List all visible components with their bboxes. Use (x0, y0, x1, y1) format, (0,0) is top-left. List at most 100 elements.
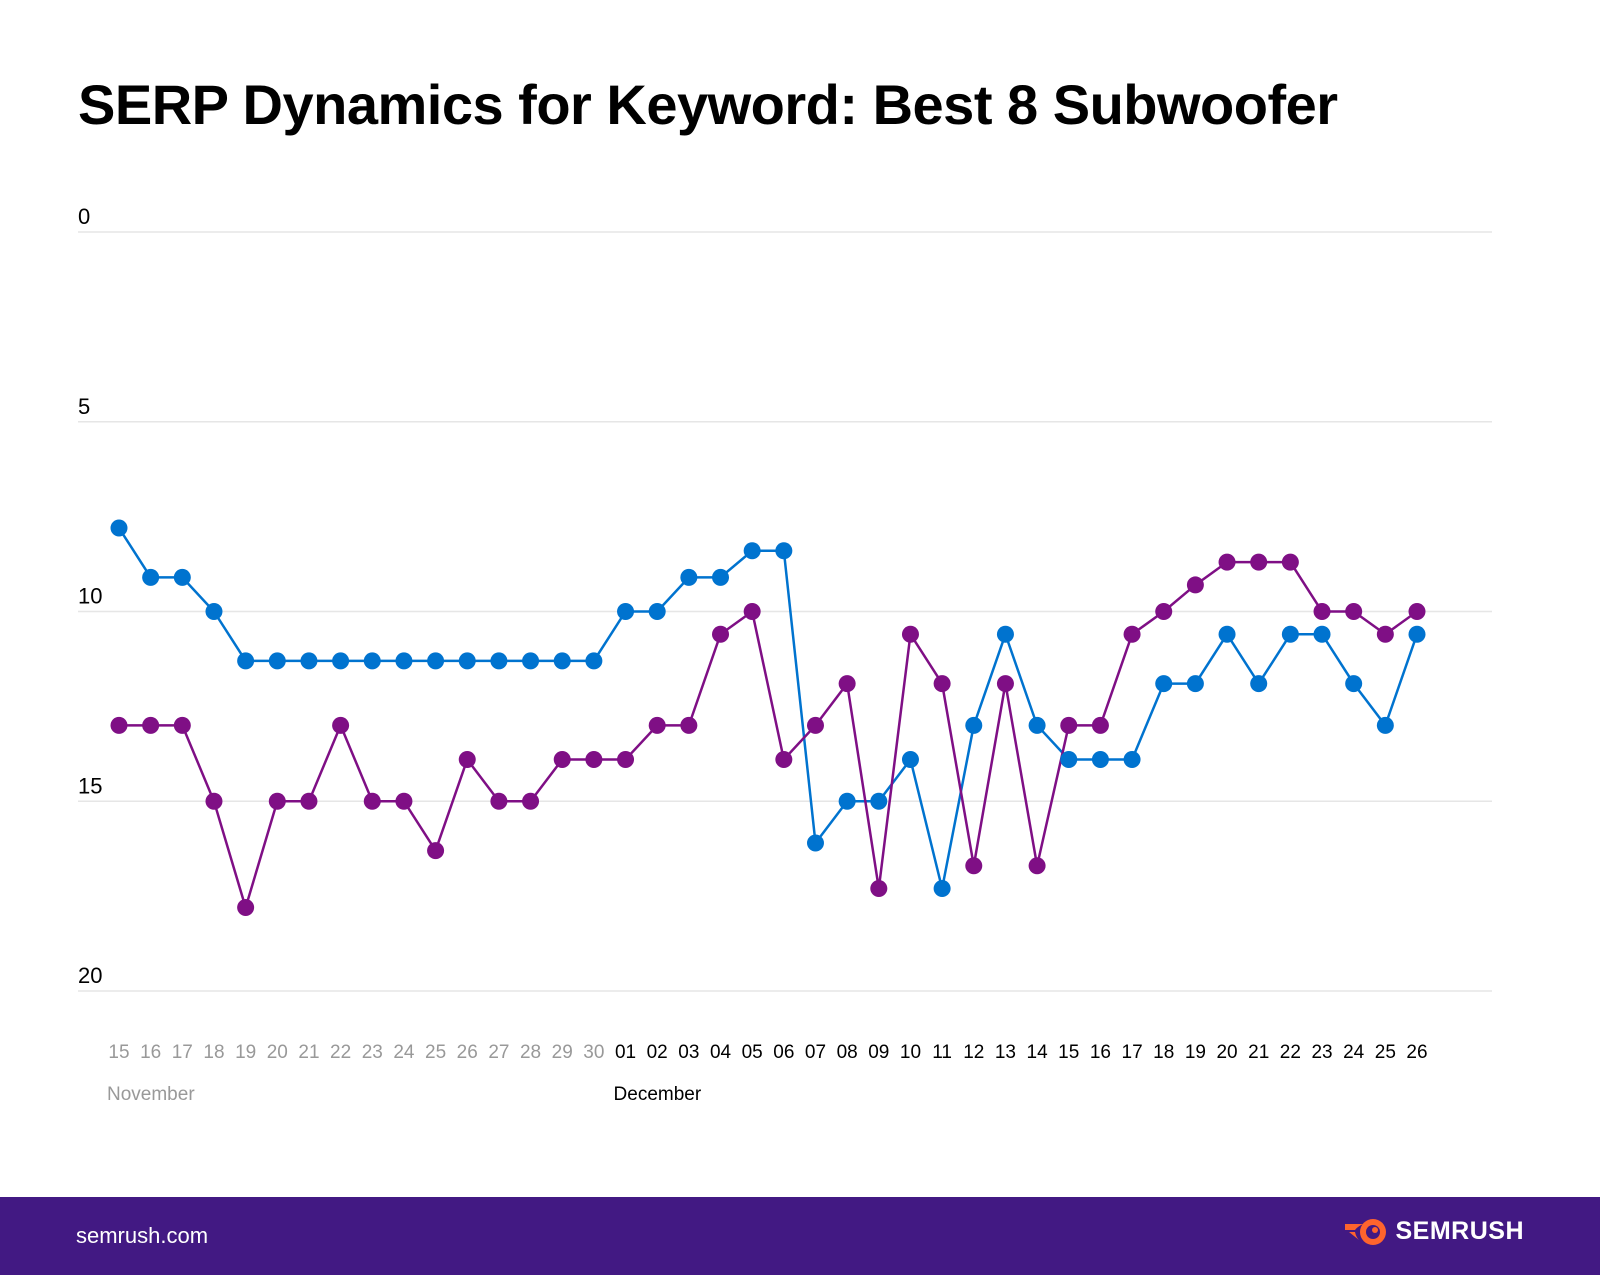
series-line-2 (119, 560, 1418, 912)
data-point (901, 751, 919, 769)
data-point (712, 625, 730, 643)
x-tick-label: 16 (140, 1042, 161, 1063)
data-point (996, 675, 1014, 693)
data-point (617, 751, 635, 769)
data-point (1155, 675, 1173, 693)
data-point (870, 880, 888, 898)
data-point (806, 834, 824, 852)
data-point (712, 568, 730, 586)
x-tick-label: 26 (1406, 1042, 1427, 1063)
data-point (933, 880, 951, 898)
data-point (522, 792, 540, 810)
x-tick-label: 19 (235, 1042, 256, 1063)
data-point (965, 716, 983, 734)
x-tick-label: 22 (1280, 1042, 1301, 1063)
data-point (1408, 625, 1426, 643)
x-tick-label: 17 (1122, 1042, 1143, 1063)
footer: semrush.com SEMRUSH (0, 1197, 1600, 1275)
x-tick-label: 26 (457, 1042, 478, 1063)
x-tick-label: 23 (362, 1042, 383, 1063)
x-tick-label: 11 (932, 1042, 952, 1063)
x-tick-label: 05 (742, 1042, 763, 1063)
data-point (1313, 603, 1331, 620)
y-tick-label: 0 (78, 204, 90, 229)
data-point (1186, 576, 1204, 594)
data-point (743, 603, 761, 620)
x-tick-label: 21 (298, 1042, 319, 1063)
x-tick-label: 20 (1216, 1042, 1237, 1063)
logo-text: SEMRUSH (1395, 1217, 1524, 1245)
data-point (427, 652, 445, 670)
data-point (332, 652, 350, 670)
x-tick-label: 24 (1343, 1042, 1365, 1063)
data-point (1028, 716, 1046, 734)
x-tick-label: 22 (330, 1042, 351, 1063)
x-tick-label: 19 (1185, 1042, 1206, 1063)
data-point (680, 716, 698, 734)
data-point (1218, 625, 1236, 643)
y-tick-label: 10 (78, 584, 102, 609)
data-point (490, 792, 508, 810)
x-tick-label: 06 (773, 1042, 794, 1063)
data-point (173, 568, 191, 586)
x-tick-label: 13 (995, 1042, 1016, 1063)
data-point (1218, 553, 1236, 571)
data-point (1345, 675, 1363, 693)
data-point (237, 652, 255, 670)
x-tick-label: 16 (1090, 1042, 1111, 1063)
chart-title: SERP Dynamics for Keyword: Best 8 Subwoo… (78, 73, 1338, 136)
x-tick-label: 25 (1375, 1042, 1396, 1063)
data-point (363, 652, 381, 670)
data-point (142, 568, 160, 586)
data-point (300, 792, 318, 810)
x-tick-label: 09 (868, 1042, 889, 1063)
data-point (838, 792, 856, 810)
x-tick-label: 15 (1058, 1042, 1079, 1063)
data-point (775, 751, 793, 769)
data-point (142, 716, 160, 734)
x-tick-label: 07 (805, 1042, 826, 1063)
semrush-logo: SEMRUSH (1343, 1217, 1524, 1246)
x-tick-label: 27 (488, 1042, 509, 1063)
x-tick-label: 21 (1248, 1042, 1269, 1063)
data-point (996, 625, 1014, 643)
site-link[interactable]: semrush.com (76, 1223, 209, 1248)
x-tick-label: 25 (425, 1042, 446, 1063)
data-point (1091, 716, 1109, 734)
x-tick-label: 24 (393, 1042, 415, 1063)
data-point (268, 652, 286, 670)
data-point (1123, 751, 1141, 769)
x-tick-label: 02 (647, 1042, 668, 1063)
data-point (585, 652, 603, 670)
data-point (838, 675, 856, 693)
data-point (458, 751, 476, 769)
data-point (1091, 751, 1109, 769)
x-tick-label: 18 (203, 1042, 224, 1063)
x-tick-label: 15 (108, 1042, 129, 1063)
series-line-1 (117, 527, 1419, 889)
data-point (1376, 716, 1394, 734)
data-point (553, 751, 571, 769)
data-point (1408, 603, 1426, 620)
data-point (1250, 553, 1268, 571)
data-point (1028, 857, 1046, 875)
month-label: December (614, 1084, 702, 1105)
data-point (1313, 625, 1331, 643)
x-tick-label: 12 (963, 1042, 984, 1063)
data-point (617, 603, 635, 620)
data-point (427, 842, 445, 860)
data-point (490, 652, 508, 670)
data-point (806, 716, 824, 734)
data-point (1345, 603, 1363, 620)
data-point (1186, 675, 1204, 693)
data-point (522, 652, 540, 670)
y-tick-label: 5 (78, 394, 90, 419)
data-point (553, 652, 571, 670)
data-point (585, 751, 603, 769)
data-point (110, 519, 128, 537)
x-tick-label: 23 (1311, 1042, 1332, 1063)
x-tick-label: 08 (837, 1042, 858, 1063)
data-point (1123, 625, 1141, 643)
y-tick-label: 15 (78, 773, 102, 798)
x-tick-label: 28 (520, 1042, 541, 1063)
